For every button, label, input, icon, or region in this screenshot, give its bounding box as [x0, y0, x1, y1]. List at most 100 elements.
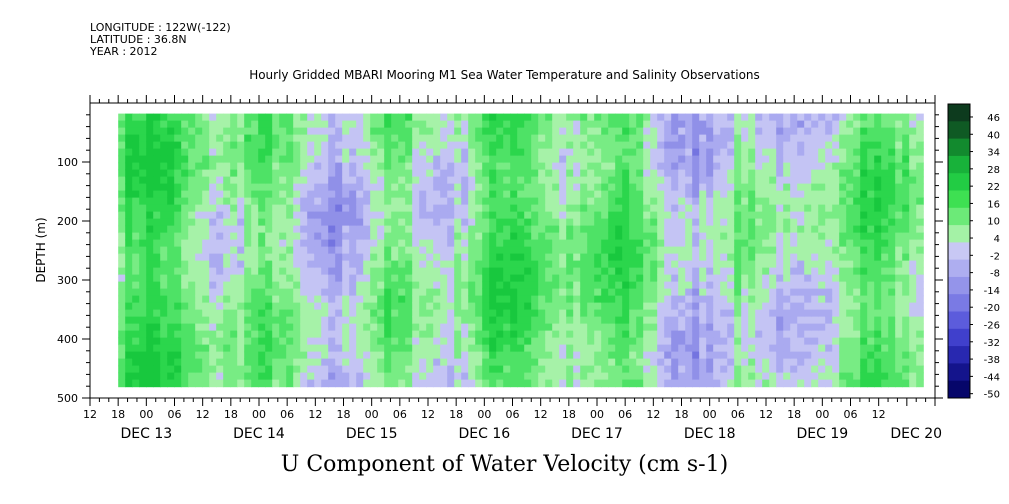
heatmap-cell — [524, 190, 532, 199]
heatmap-cell — [181, 337, 189, 346]
heatmap-cell — [209, 148, 217, 157]
heatmap-cell — [608, 323, 616, 332]
heatmap-cell — [832, 295, 840, 304]
heatmap-cell — [223, 197, 231, 206]
heatmap-cell — [783, 316, 791, 325]
heatmap-cell — [888, 211, 896, 220]
heatmap-cell — [902, 120, 910, 129]
heatmap-cell — [636, 197, 644, 206]
heatmap-cell — [867, 372, 875, 381]
heatmap-cell — [622, 239, 630, 248]
heatmap-cell — [818, 330, 826, 339]
heatmap-cell — [671, 148, 679, 157]
heatmap-cell — [314, 183, 322, 192]
heatmap-cell — [685, 337, 693, 346]
heatmap-cell — [748, 232, 756, 241]
heatmap-cell — [643, 211, 651, 220]
heatmap-cell — [902, 288, 910, 297]
heatmap-cell — [377, 190, 385, 199]
heatmap-cell — [727, 211, 735, 220]
heatmap-cell — [454, 141, 462, 150]
heatmap-cell — [377, 274, 385, 283]
heatmap-cell — [377, 183, 385, 192]
heatmap-cell — [881, 225, 889, 234]
heatmap-cell — [279, 351, 287, 360]
heatmap-cell — [643, 162, 651, 171]
heatmap-cell — [139, 267, 147, 276]
heatmap-cell — [349, 218, 357, 227]
heatmap-cell — [167, 218, 175, 227]
heatmap-cell — [132, 169, 140, 178]
heatmap-cell — [776, 337, 784, 346]
heatmap-cell — [524, 372, 532, 381]
heatmap-cell — [580, 176, 588, 185]
heatmap-cell — [839, 344, 847, 353]
heatmap-cell — [188, 141, 196, 150]
heatmap-cell — [874, 176, 882, 185]
heatmap-cell — [265, 225, 273, 234]
heatmap-cell — [636, 211, 644, 220]
heatmap-cell — [433, 190, 441, 199]
heatmap-cell — [391, 204, 399, 213]
heatmap-cell — [419, 274, 427, 283]
heatmap-cell — [440, 225, 448, 234]
heatmap-cell — [251, 288, 259, 297]
heatmap-cell — [839, 379, 847, 388]
colorbar-swatch — [948, 363, 970, 382]
heatmap-cell — [734, 274, 742, 283]
heatmap-cell — [790, 225, 798, 234]
heatmap-cell — [489, 169, 497, 178]
heatmap-cell — [244, 155, 252, 164]
heatmap-cell — [307, 344, 315, 353]
heatmap-cell — [832, 169, 840, 178]
heatmap-cell — [398, 197, 406, 206]
heatmap-cell — [678, 344, 686, 353]
heatmap-cell — [293, 379, 301, 388]
heatmap-cell — [461, 288, 469, 297]
heatmap-cell — [594, 148, 602, 157]
heatmap-cell — [272, 379, 280, 388]
heatmap-cell — [524, 288, 532, 297]
heatmap-cell — [237, 148, 245, 157]
heatmap-cell — [916, 323, 924, 332]
heatmap-cell — [671, 260, 679, 269]
heatmap-cell — [594, 260, 602, 269]
heatmap-cell — [671, 358, 679, 367]
heatmap-cell — [622, 211, 630, 220]
heatmap-cell — [314, 113, 322, 122]
heatmap-cell — [524, 127, 532, 136]
heatmap-cell — [412, 274, 420, 283]
heatmap-cell — [195, 253, 203, 262]
heatmap-cell — [538, 295, 546, 304]
heatmap-cell — [279, 155, 287, 164]
heatmap-cell — [874, 365, 882, 374]
heatmap-cell — [657, 218, 665, 227]
heatmap-cell — [874, 162, 882, 171]
heatmap-cell — [419, 225, 427, 234]
heatmap-cell — [860, 246, 868, 255]
heatmap-cell — [713, 281, 721, 290]
heatmap-cell — [832, 183, 840, 192]
heatmap-cell — [594, 190, 602, 199]
heatmap-cell — [909, 379, 917, 388]
heatmap-cell — [447, 204, 455, 213]
heatmap-cell — [447, 379, 455, 388]
heatmap-cell — [713, 239, 721, 248]
heatmap-cell — [685, 260, 693, 269]
heatmap-cell — [818, 113, 826, 122]
heatmap-cell — [797, 197, 805, 206]
heatmap-cell — [174, 211, 182, 220]
heatmap-cell — [727, 309, 735, 318]
heatmap-cell — [335, 337, 343, 346]
heatmap-cell — [160, 113, 168, 122]
heatmap-cell — [643, 295, 651, 304]
heatmap-cell — [734, 344, 742, 353]
heatmap-cell — [223, 169, 231, 178]
heatmap-cell — [384, 372, 392, 381]
heatmap-cell — [573, 316, 581, 325]
heatmap-cell — [839, 253, 847, 262]
heatmap-cell — [440, 295, 448, 304]
heatmap-cell — [699, 295, 707, 304]
heatmap-cell — [713, 197, 721, 206]
heatmap-cell — [902, 246, 910, 255]
